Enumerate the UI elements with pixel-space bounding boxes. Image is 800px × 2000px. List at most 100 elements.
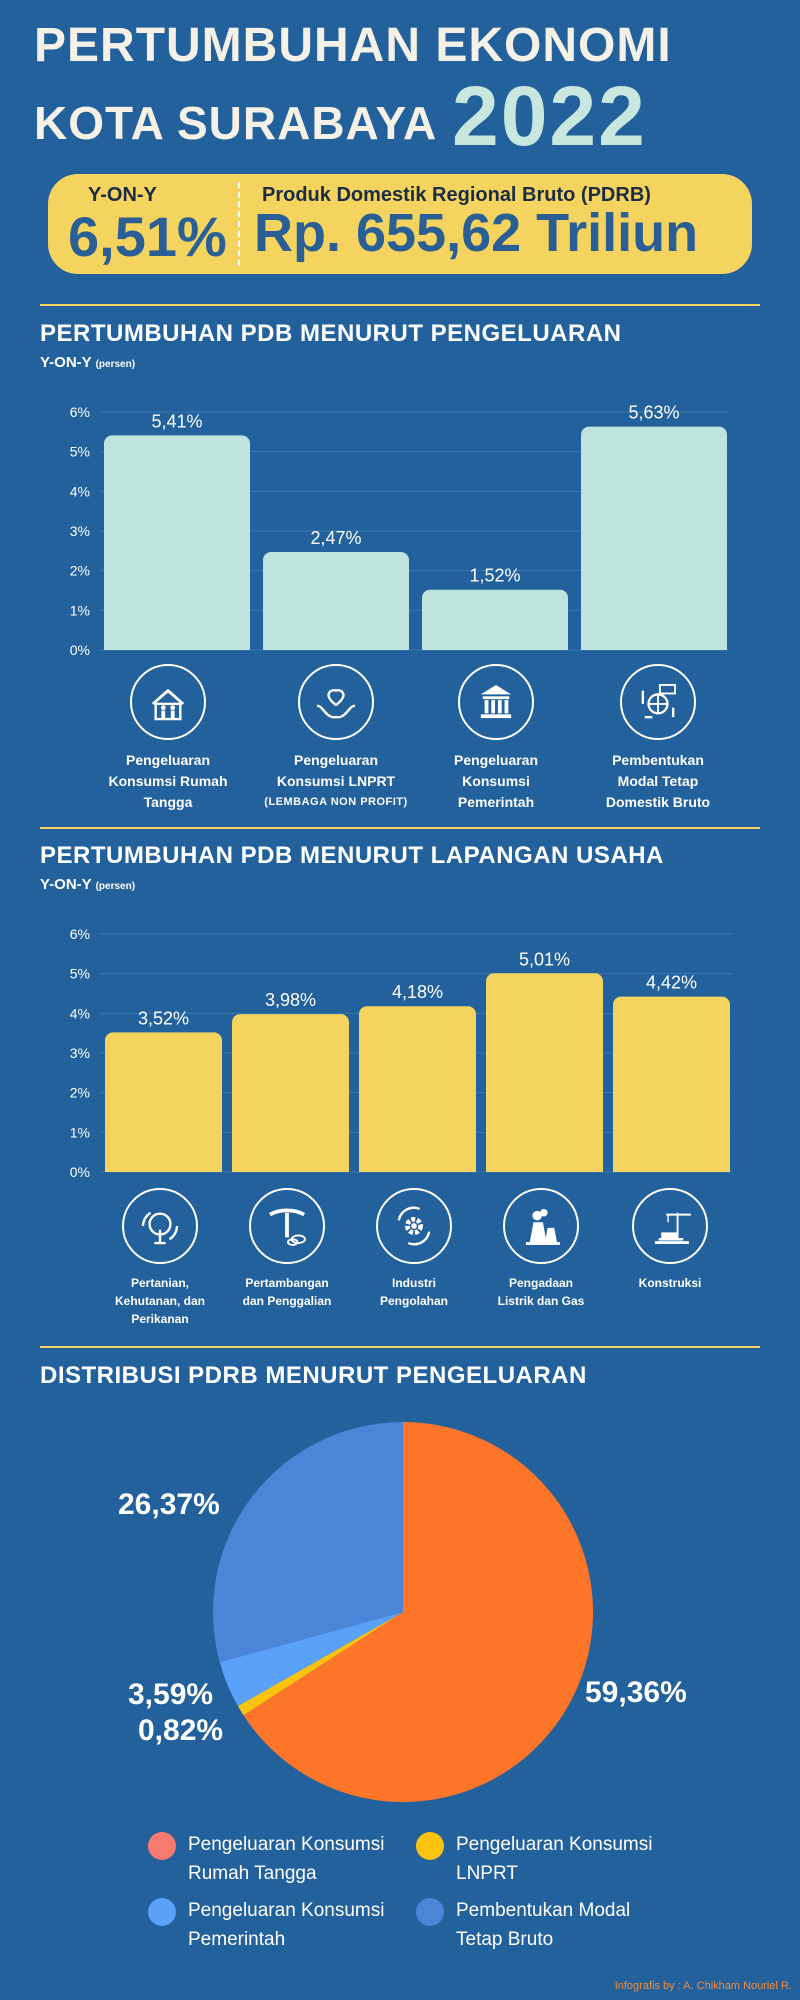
bar-base [105, 1164, 222, 1172]
y-tick-label: 1% [70, 602, 90, 618]
legend-item: Pembentukan Modal Tetap Bruto [416, 1896, 630, 1954]
power-plant-icon [503, 1188, 579, 1264]
category-note: (LEMBAGA NON PROFIT) [264, 796, 408, 808]
category-label: Pengeluaran Konsumsi LNPRT (LEMBAGA NON PR… [261, 750, 411, 813]
category-label-line: Perikanan [131, 1312, 189, 1326]
divider-rule [40, 304, 760, 306]
y-tick-label: 2% [70, 1085, 90, 1101]
category-label: Konstruksi [607, 1274, 733, 1292]
legend-label: Pengeluaran Konsumsi LNPRT [456, 1830, 652, 1888]
category-label: Pertanian, Kehutanan, dan Perikanan [97, 1274, 223, 1328]
crane-icon [632, 1188, 708, 1264]
category-label: Pertambangan dan Penggalian [224, 1274, 350, 1310]
legend-label: Pengeluaran Konsumsi Pemerintah [188, 1896, 384, 1954]
pie-value-label: 59,36% [585, 1676, 687, 1709]
title-year: 2022 [452, 69, 647, 163]
bar-base [232, 1164, 349, 1172]
legend-label-line: LNPRT [456, 1863, 518, 1884]
bar [359, 1006, 476, 1172]
category-label-line: Pertanian, [130, 1276, 190, 1290]
y-tick-label: 0% [70, 642, 90, 658]
legend-label-line: Tetap Bruto [456, 1929, 554, 1950]
category-label-line: Konstruksi [638, 1276, 702, 1290]
bar-base [613, 1164, 730, 1172]
section2-subtitle-main: Y-ON-Y [40, 876, 92, 893]
charity-hands-icon [298, 664, 374, 740]
y-tick-label: 4% [70, 483, 90, 499]
legend-label-line: Pengeluaran Konsumsi [188, 1900, 385, 1921]
category-label-line: Pemerintah [457, 794, 535, 810]
bar-value-label: 3,98% [265, 990, 316, 1010]
category-label: Pengeluaran Konsumsi Pemerintah [421, 750, 571, 813]
bar-value-label: 4,42% [646, 973, 697, 993]
pdrb-label: Produk Domestik Regional Bruto (PDRB) [262, 184, 651, 206]
bar [581, 426, 727, 650]
sector-growth-bar-chart: 0% 1% 2% 3% 4% 5% 6% 3,52% 3,98% 4,18% 5,01% 4,42% [70, 926, 732, 1180]
legend-swatch [416, 1832, 444, 1860]
y-tick-label: 4% [70, 1005, 90, 1021]
y-tick-label: 1% [70, 1124, 90, 1140]
growth-label: Y-ON-Y [88, 184, 157, 206]
legend-swatch [148, 1898, 176, 1926]
legend-swatch [148, 1832, 176, 1860]
y-tick-label: 5% [70, 444, 90, 460]
category-label-line: Konsumsi LNPRT [276, 773, 396, 789]
gdp-globe-icon [620, 664, 696, 740]
section1-subtitle: Y-ON-Y (persen) [40, 354, 135, 371]
pie-value-label: 26,37% [118, 1488, 220, 1521]
category-label-line: dan Penggalian [242, 1294, 332, 1308]
kpi-banner: Y-ON-Y 6,51% Produk Domestik Regional Br… [48, 174, 752, 274]
legend-item: Pengeluaran Konsumsi Rumah Tangga [148, 1830, 384, 1888]
legend-swatch [416, 1898, 444, 1926]
bar [613, 996, 730, 1172]
bar-base [104, 642, 250, 650]
government-building-icon [458, 664, 534, 740]
divider-rule [40, 1346, 760, 1348]
y-tick-label: 0% [70, 1164, 90, 1180]
category-label-line: Pengeluaran [453, 752, 539, 768]
category-label-line: Pembentukan [612, 752, 704, 768]
category-label-line: Kehutanan, dan [114, 1294, 205, 1308]
category-label-line: Pertambangan [245, 1276, 329, 1290]
legend-label-line: Pengeluaran Konsumsi [188, 1834, 385, 1855]
bar [104, 435, 250, 650]
bar [486, 973, 603, 1172]
bar-base [581, 642, 727, 650]
legend-label: Pembentukan Modal Tetap Bruto [456, 1896, 630, 1954]
category-label-line: Modal Tetap [617, 773, 699, 789]
legend-item: Pengeluaran Konsumsi Pemerintah [148, 1896, 384, 1954]
category-label-line: Konsumsi [462, 773, 530, 789]
legend-label-line: Pemerintah [188, 1929, 286, 1950]
category-label-line: Tangga [143, 794, 193, 810]
bar-value-label: 5,63% [628, 403, 679, 423]
bar-value-label: 4,18% [392, 982, 443, 1002]
tree-icon [122, 1188, 198, 1264]
spending-growth-bar-chart: 0% 1% 2% 3% 4% 5% 6% 5,41% 2,47% 1,52% 5,63% [70, 403, 728, 658]
category-label: Pengadaan Listrik dan Gas [478, 1274, 604, 1310]
section1-subtitle-main: Y-ON-Y [40, 354, 92, 371]
category-label-line: Pengadaan [508, 1276, 574, 1290]
category-label-line: Konsumsi Rumah [108, 773, 228, 789]
legend-label-line: Pengeluaran Konsumsi [456, 1834, 653, 1855]
bar-value-label: 2,47% [310, 528, 361, 548]
pie-slice [237, 1612, 403, 1716]
pie-value-label: 0,82% [138, 1714, 224, 1747]
title-line-1: PERTUMBUHAN EKONOMI [34, 19, 672, 72]
divider-rule [40, 827, 760, 829]
bar [105, 1032, 222, 1172]
family-house-icon [130, 664, 206, 740]
gear-cycle-icon [376, 1188, 452, 1264]
legend-item: Pengeluaran Konsumsi LNPRT [416, 1830, 652, 1888]
section3-title: DISTRIBUSI PDRB MENURUT PENGELUARAN [40, 1362, 587, 1389]
bar-value-label: 1,52% [469, 566, 520, 586]
bar-value-label: 5,41% [151, 411, 202, 431]
bar-value-label: 5,01% [519, 949, 570, 969]
section1-subtitle-note: (persen) [95, 359, 136, 370]
category-label: Industri Pengolahan [351, 1274, 477, 1310]
growth-value: 6,51% [68, 205, 227, 268]
distribution-pie-chart [212, 1422, 593, 1802]
category-label-line: Industri [392, 1276, 436, 1290]
legend-label-line: Rumah Tangga [188, 1863, 317, 1884]
bar-value-label: 3,52% [138, 1008, 189, 1028]
section1-title: PERTUMBUHAN PDB MENURUT PENGELUARAN [40, 320, 622, 347]
